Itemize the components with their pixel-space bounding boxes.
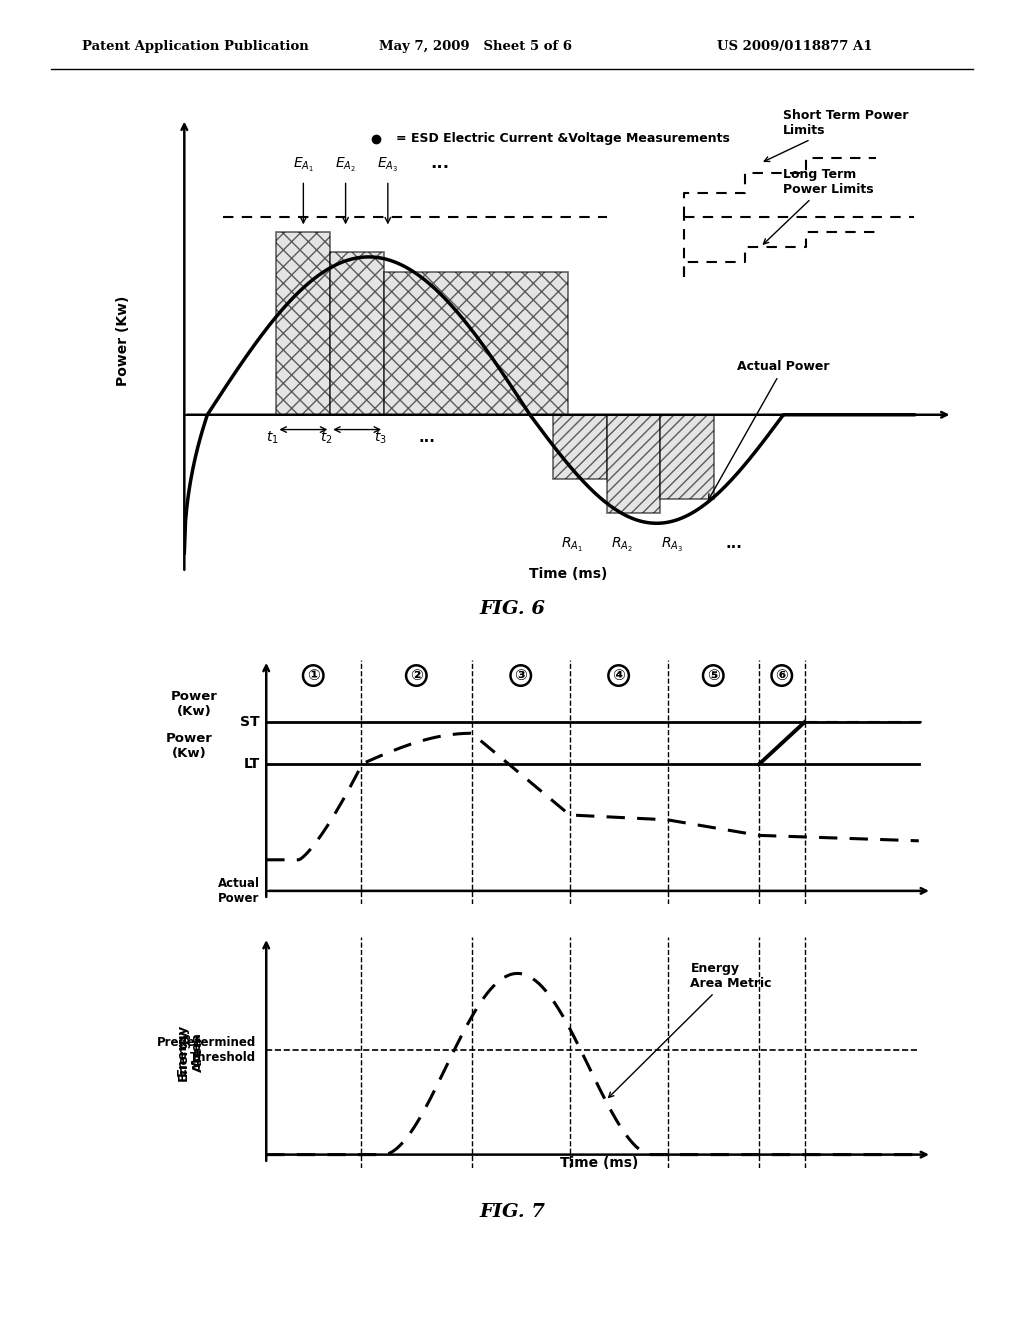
Text: $R_{A_2}$: $R_{A_2}$ [611,536,633,554]
Text: ⑤: ⑤ [707,668,720,682]
Bar [553,414,606,479]
Text: $E_{A_2}$: $E_{A_2}$ [335,156,356,174]
Text: Energy
Area Metric: Energy Area Metric [608,962,772,1097]
Text: $E_{A_1}$: $E_{A_1}$ [293,156,314,174]
Text: ST: ST [240,715,260,729]
Text: Energy
Area: Energy Area [177,1028,205,1081]
Text: ②: ② [410,668,423,682]
Text: Energy
Area: Energy Area [175,1023,204,1076]
Text: Time (ms): Time (ms) [560,1156,638,1171]
Text: LT: LT [244,758,260,771]
Bar [606,414,660,513]
Bar [384,272,568,414]
Text: US 2009/0118877 A1: US 2009/0118877 A1 [717,40,872,53]
Text: Long Term
Power Limits: Long Term Power Limits [764,168,874,244]
Text: $E_{A_3}$: $E_{A_3}$ [377,156,398,174]
Text: ⑥: ⑥ [775,668,788,682]
Text: $R_{A_3}$: $R_{A_3}$ [660,536,683,554]
Text: ①: ① [307,668,319,682]
Bar [660,414,715,499]
Text: ...: ... [430,154,450,172]
Text: $t_3$: $t_3$ [374,430,387,446]
Text: May 7, 2009   Sheet 5 of 6: May 7, 2009 Sheet 5 of 6 [379,40,571,53]
Text: ④: ④ [612,668,625,682]
Text: $R_{A_1}$: $R_{A_1}$ [561,536,583,554]
Text: FIG. 7: FIG. 7 [479,1203,545,1221]
Text: Power
(Kw): Power (Kw) [171,690,218,718]
Text: Time (ms): Time (ms) [529,566,607,581]
Text: Predetermined
Threshold: Predetermined Threshold [158,1036,256,1064]
Text: $t_2$: $t_2$ [321,430,333,446]
Text: FIG. 6: FIG. 6 [479,599,545,618]
Text: ...: ... [419,430,435,445]
Text: Power (Kw): Power (Kw) [116,296,130,385]
Text: ...: ... [726,536,742,550]
Text: Patent Application Publication: Patent Application Publication [82,40,308,53]
Text: Actual Power: Actual Power [709,360,829,499]
Bar [330,252,384,414]
Text: = ESD Electric Current &Voltage Measurements: = ESD Electric Current &Voltage Measurem… [395,132,729,145]
Text: Power
(Kw): Power (Kw) [166,731,213,760]
Text: Short Term Power
Limits: Short Term Power Limits [764,108,909,161]
Text: Actual
Power: Actual Power [218,876,260,906]
Text: $t_1$: $t_1$ [266,430,279,446]
Bar [276,232,330,414]
Text: ③: ③ [514,668,527,682]
